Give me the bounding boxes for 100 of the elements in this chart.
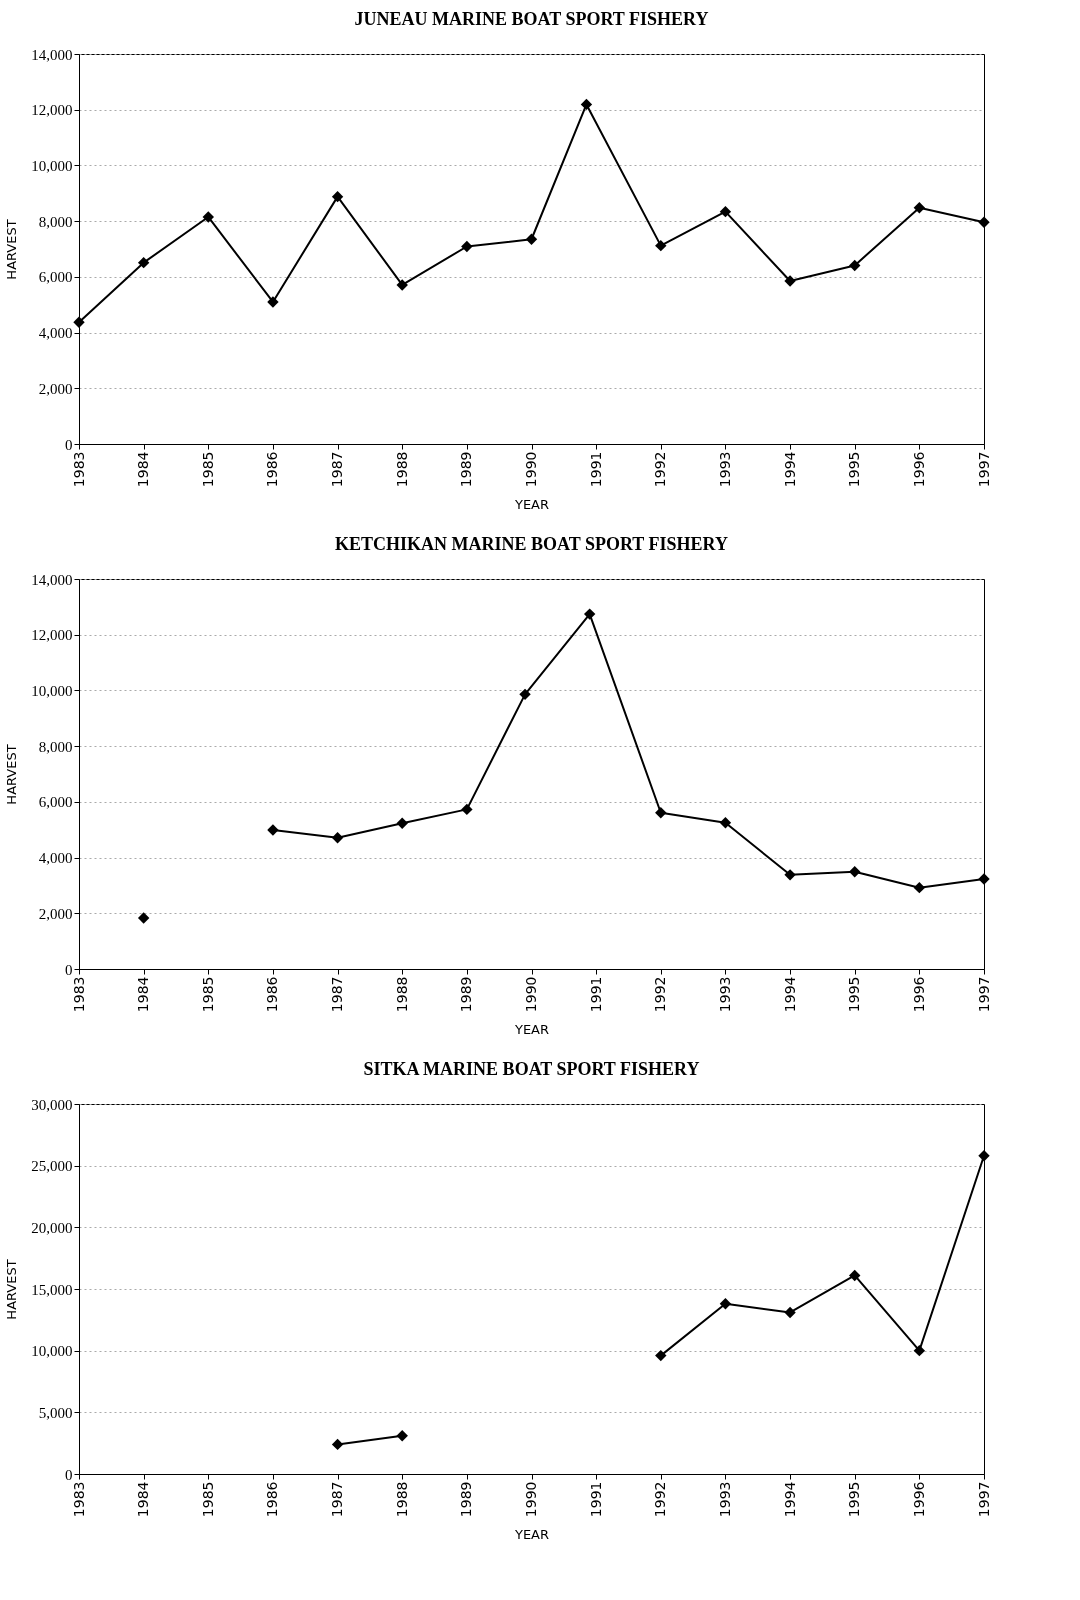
chart-title: SITKA MARINE BOAT SPORT FISHERY [363,1059,700,1079]
x-tick-label: 1990 [523,976,539,1013]
x-tick-label: 1987 [329,451,346,488]
x-tick-label: 1991 [587,1481,604,1518]
x-axis-title: YEAR [513,1022,550,1038]
point [461,240,473,253]
point [137,912,150,924]
y-tick-label: 14,000 [31,46,73,63]
x-tick-label: 1985 [199,451,216,488]
x-tick-label: 1983 [70,976,87,1013]
y-tick-label: 12,000 [31,102,73,119]
y-tick-label: 6,000 [38,794,73,811]
x-tick-label: 1997 [975,976,992,1013]
x-tick-label: 1984 [135,451,152,488]
point [525,233,538,245]
point [719,205,732,218]
x-tick-label: 1990 [523,451,539,488]
y-tick-label: 8,000 [38,213,73,230]
x-tick-label: 1996 [910,451,927,488]
x-tick-label: 1989 [458,451,475,488]
x-tick-label: 1994 [781,976,798,1013]
chart-title: KETCHIKAN MARINE BOAT SPORT FISHERY [335,534,728,554]
point [202,211,214,223]
point [913,202,926,214]
y-tick-label: 2,000 [38,380,73,397]
y-tick-label: 25,000 [31,1158,73,1175]
x-tick-label: 1995 [846,976,863,1013]
x-tick-label: 1983 [70,1481,87,1518]
point [583,608,596,620]
x-tick-label: 1989 [458,976,475,1013]
x-tick-label: 1987 [329,1481,346,1518]
x-tick-label: 1992 [652,451,669,488]
x-tick-label: 1986 [264,451,281,488]
x-tick-label: 1992 [652,976,669,1013]
x-tick-label: 1996 [910,976,927,1013]
y-tick-label: 2,000 [38,905,73,922]
y-tick-label: 6,000 [38,269,73,286]
point [913,1344,926,1357]
point [913,881,926,894]
point [137,256,150,269]
point [719,1298,732,1310]
point [978,216,990,228]
y-tick-label: 0 [65,1466,73,1483]
x-tick-label: 1997 [975,451,992,488]
point [978,873,990,885]
point [519,688,531,701]
point [784,1306,796,1319]
point [978,1150,990,1162]
x-tick-label: 1995 [846,1481,863,1518]
x-tick-label: 1996 [910,1481,927,1518]
x-tick-label: 1997 [975,1481,992,1518]
x-tick-label: 1988 [393,976,410,1013]
point [331,190,344,203]
x-tick-label: 1988 [393,451,410,488]
y-tick-label: 10,000 [31,1343,73,1360]
x-tick-label: 1991 [587,451,604,488]
x-tick-label: 1993 [716,976,733,1013]
point [655,807,667,819]
point [267,296,279,308]
y-tick-label: 4,000 [38,850,73,867]
point [784,275,796,287]
y-tick-label: 5,000 [38,1404,73,1421]
y-tick-label: 0 [65,961,73,978]
y-axis-title: HARVEST [4,744,20,805]
point [73,316,85,328]
point [396,817,408,830]
x-tick-label: 1987 [329,976,346,1013]
point [655,239,667,252]
y-axis-title: HARVEST [4,219,20,280]
x-tick-label: 1991 [587,976,604,1013]
x-tick-label: 1994 [781,1481,798,1518]
x-tick-label: 1986 [264,1481,281,1518]
point [849,259,861,272]
y-tick-label: 0 [65,436,73,453]
x-tick-label: 1992 [652,1481,669,1518]
y-axis-title: HARVEST [4,1259,20,1320]
point [849,866,861,878]
x-tick-label: 1989 [458,1481,475,1518]
x-tick-label: 1994 [781,451,798,488]
point [396,1430,408,1442]
x-tick-label: 1986 [264,976,281,1013]
y-tick-label: 12,000 [31,627,73,644]
y-tick-label: 20,000 [31,1219,73,1236]
chart-title: JUNEAU MARINE BOAT SPORT FISHERY [354,9,709,29]
y-tick-label: 4,000 [38,325,73,342]
x-axis-title: YEAR [513,1527,550,1543]
x-tick-label: 1984 [135,1481,152,1518]
y-tick-label: 15,000 [31,1281,73,1298]
x-tick-label: 1995 [846,451,863,488]
x-tick-label: 1988 [393,1481,410,1518]
y-tick-label: 8,000 [38,738,73,755]
y-tick-label: 14,000 [31,571,73,588]
x-tick-label: 1985 [199,1481,216,1518]
point [849,1269,861,1282]
x-tick-label: 1985 [199,976,216,1013]
point [719,817,732,829]
x-axis-title: YEAR [513,497,550,513]
y-tick-label: 30,000 [31,1096,73,1113]
point [331,832,344,844]
x-tick-label: 1983 [70,451,87,488]
